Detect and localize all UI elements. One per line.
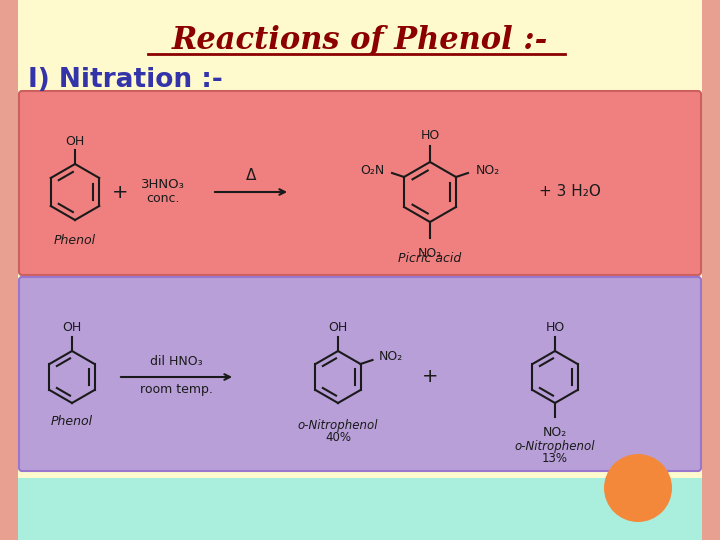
Text: conc.: conc.	[146, 192, 180, 206]
Text: 3HNO₃: 3HNO₃	[141, 179, 185, 192]
FancyBboxPatch shape	[19, 277, 701, 471]
Text: +: +	[422, 368, 438, 387]
Bar	[0, 0, 18, 540]
Text: 40%: 40%	[325, 431, 351, 444]
Text: o-Nitrophenol: o-Nitrophenol	[298, 419, 378, 432]
Text: o-Nitrophenol: o-Nitrophenol	[515, 440, 595, 453]
Circle shape	[604, 454, 672, 522]
FancyBboxPatch shape	[19, 91, 701, 275]
Text: OH: OH	[328, 321, 348, 334]
Text: NO₂: NO₂	[418, 247, 442, 260]
Text: + 3 H₂O: + 3 H₂O	[539, 185, 601, 199]
Text: Δ: Δ	[246, 168, 256, 183]
Text: I) Nitration :-: I) Nitration :-	[28, 67, 222, 93]
Text: HO: HO	[420, 129, 440, 142]
Text: 13%: 13%	[542, 452, 568, 465]
Bar	[18, 478, 702, 540]
Text: dil HNO₃: dil HNO₃	[150, 355, 202, 368]
Text: Phenol: Phenol	[54, 234, 96, 247]
Text: +: +	[112, 183, 128, 201]
Text: NO₂: NO₂	[543, 426, 567, 439]
Text: O₂N: O₂N	[360, 164, 384, 177]
Bar	[702, 0, 720, 540]
Text: OH: OH	[63, 321, 81, 334]
Text: Picric acid: Picric acid	[398, 252, 462, 265]
Text: OH: OH	[66, 135, 85, 148]
Text: room temp.: room temp.	[140, 383, 212, 396]
Text: NO₂: NO₂	[476, 164, 500, 177]
Text: Phenol: Phenol	[51, 415, 93, 428]
Text: Reactions of Phenol :-: Reactions of Phenol :-	[172, 24, 548, 56]
Text: NO₂: NO₂	[379, 350, 402, 363]
Text: HO: HO	[545, 321, 564, 334]
